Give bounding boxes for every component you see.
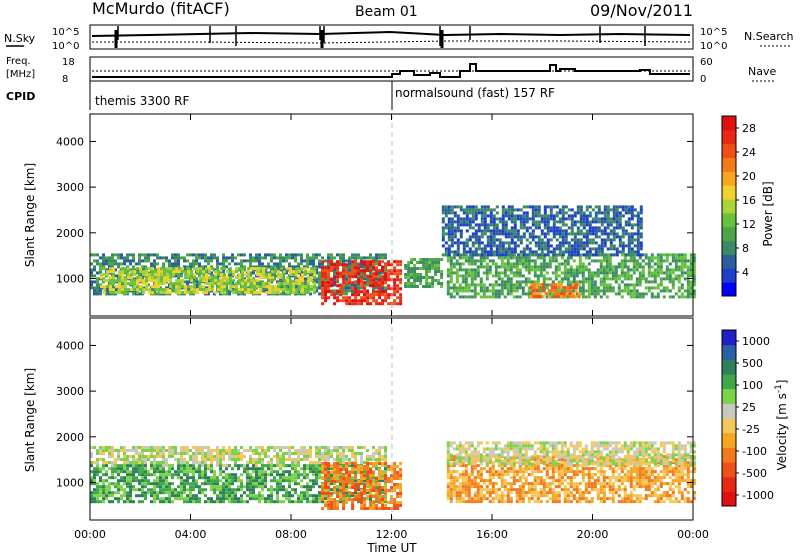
x-tick-label: 08:00 xyxy=(275,528,307,541)
y-tick-label: 4000 xyxy=(56,339,84,352)
y-tick-label: 1000 xyxy=(56,273,84,286)
y-tick-label: 1000 xyxy=(56,477,84,490)
data-region xyxy=(446,441,696,466)
colorbar-tick-label: 28 xyxy=(742,122,756,135)
colorbar-segment xyxy=(722,143,736,159)
nsearch-trace xyxy=(92,40,691,44)
freq-tick-low: 8 xyxy=(62,74,68,85)
x-tick-label: 16:00 xyxy=(476,528,508,541)
colorbar-tick-label: 12 xyxy=(742,218,756,231)
x-tick-label: 12:00 xyxy=(376,528,408,541)
colorbar-tick-label: 8 xyxy=(742,242,749,255)
colorbar-tick-label: -100 xyxy=(742,445,767,458)
colorbar-tick-label: -1000 xyxy=(742,489,774,502)
freq-label-line2: [MHz] xyxy=(6,69,35,80)
y-tick-label: 4000 xyxy=(56,135,84,148)
nave-tick-low: 0 xyxy=(700,74,706,85)
colorbar-segment xyxy=(722,374,736,390)
y-tick-label: 3000 xyxy=(56,181,84,194)
cpid-label: CPID xyxy=(6,90,35,103)
nsky-trace xyxy=(91,30,691,37)
colorbar-segment xyxy=(722,462,736,478)
colorbar-tick-label: 100 xyxy=(742,379,763,392)
colorbar-segment xyxy=(722,226,736,242)
colorbar-segment xyxy=(722,432,736,448)
x-tick-label: 20:00 xyxy=(577,528,609,541)
colorbar-segment xyxy=(722,491,736,507)
velocity-ylabel: Slant Range [km] xyxy=(23,368,37,472)
nsky-tick-low: 10^0 xyxy=(52,41,79,52)
nave-label: Nave xyxy=(748,65,776,78)
data-region xyxy=(529,283,581,299)
colorbar-tick-label: 24 xyxy=(742,146,756,159)
power-colorbar: 4 8 12 16 20 24 28 Power [dB] xyxy=(721,115,775,297)
data-region xyxy=(404,258,444,288)
colorbar-tick-label: -25 xyxy=(742,423,760,436)
colorbar-tick-label: 4 xyxy=(742,266,749,279)
colorbar-segment xyxy=(722,157,736,172)
power-cbar-label: Power [dB] xyxy=(761,181,775,246)
data-region xyxy=(100,267,317,295)
colorbar-segment xyxy=(722,116,736,131)
colorbar-segment xyxy=(722,447,736,463)
velocity-panel: 1000 2000 3000 4000 Slant Range [km] xyxy=(23,317,696,521)
y-tick-label: 2000 xyxy=(56,227,84,240)
colorbar-segment xyxy=(722,330,736,346)
colorbar-tick-label: 1000 xyxy=(742,335,770,348)
cpid-mode-1: themis 3300 RF xyxy=(95,94,189,108)
nsky-tick-high: 10^5 xyxy=(52,27,79,38)
colorbar-segment xyxy=(722,240,736,255)
y-tick-label: 2000 xyxy=(56,431,84,444)
data-region xyxy=(321,462,403,510)
colorbar-segment xyxy=(722,254,736,269)
nsearch-tick-high: 10^5 xyxy=(700,27,727,38)
colorbar-segment xyxy=(722,185,736,200)
freq-label-line1: Freq. xyxy=(6,56,31,67)
colorbar-segment xyxy=(722,344,736,360)
colorbar-segment xyxy=(722,359,736,375)
colorbar-segment xyxy=(722,476,736,492)
velocity-colorbar: 1000 500 100 25 -25 -100 -500 -1000 Velocity [m… xyxy=(721,329,789,507)
date-title: 09/Nov/2011 xyxy=(590,1,693,20)
colorbar-tick-label: -500 xyxy=(742,467,767,480)
nsearch-label: N.Search xyxy=(744,30,794,43)
station-title: McMurdo (fitACF) xyxy=(92,0,230,18)
nsky-panel xyxy=(89,24,694,50)
colorbar-tick-label: 500 xyxy=(742,357,763,370)
colorbar-segment xyxy=(722,418,736,434)
velocity-cbar-label: Velocity [m s-1] xyxy=(774,380,789,471)
colorbar-segment xyxy=(722,129,736,145)
x-axis-label: Time UT xyxy=(366,541,417,554)
colorbar-segment xyxy=(722,268,736,283)
colorbar-tick-label: 25 xyxy=(742,401,756,414)
colorbar-tick-label: 20 xyxy=(742,170,756,183)
colorbar-tick-label: 16 xyxy=(742,194,756,207)
freq-tick-high: 18 xyxy=(62,57,75,68)
nsky-label: N.Sky xyxy=(4,32,36,45)
power-panel: 1000 2000 3000 4000 Slant Range [km] xyxy=(23,113,696,317)
x-tick-label: 00:00 xyxy=(74,528,106,541)
colorbar-segment xyxy=(722,388,736,404)
cpid-mode-2: normalsound (fast) 157 RF xyxy=(395,86,555,100)
data-region xyxy=(90,446,387,467)
colorbar-segment xyxy=(722,403,736,419)
x-tick-label: 00:00 xyxy=(677,528,709,541)
colorbar-segment xyxy=(722,171,736,186)
colorbar-segment xyxy=(722,212,736,228)
data-region xyxy=(441,205,643,257)
colorbar-segment xyxy=(722,199,736,214)
power-ylabel: Slant Range [km] xyxy=(23,163,37,267)
nave-tick-high: 60 xyxy=(700,57,713,68)
nsearch-tick-low: 10^0 xyxy=(700,41,727,52)
y-tick-label: 3000 xyxy=(56,385,84,398)
colorbar-segment xyxy=(722,282,736,297)
beam-title: Beam 01 xyxy=(355,4,418,20)
x-tick-label: 04:00 xyxy=(175,528,207,541)
